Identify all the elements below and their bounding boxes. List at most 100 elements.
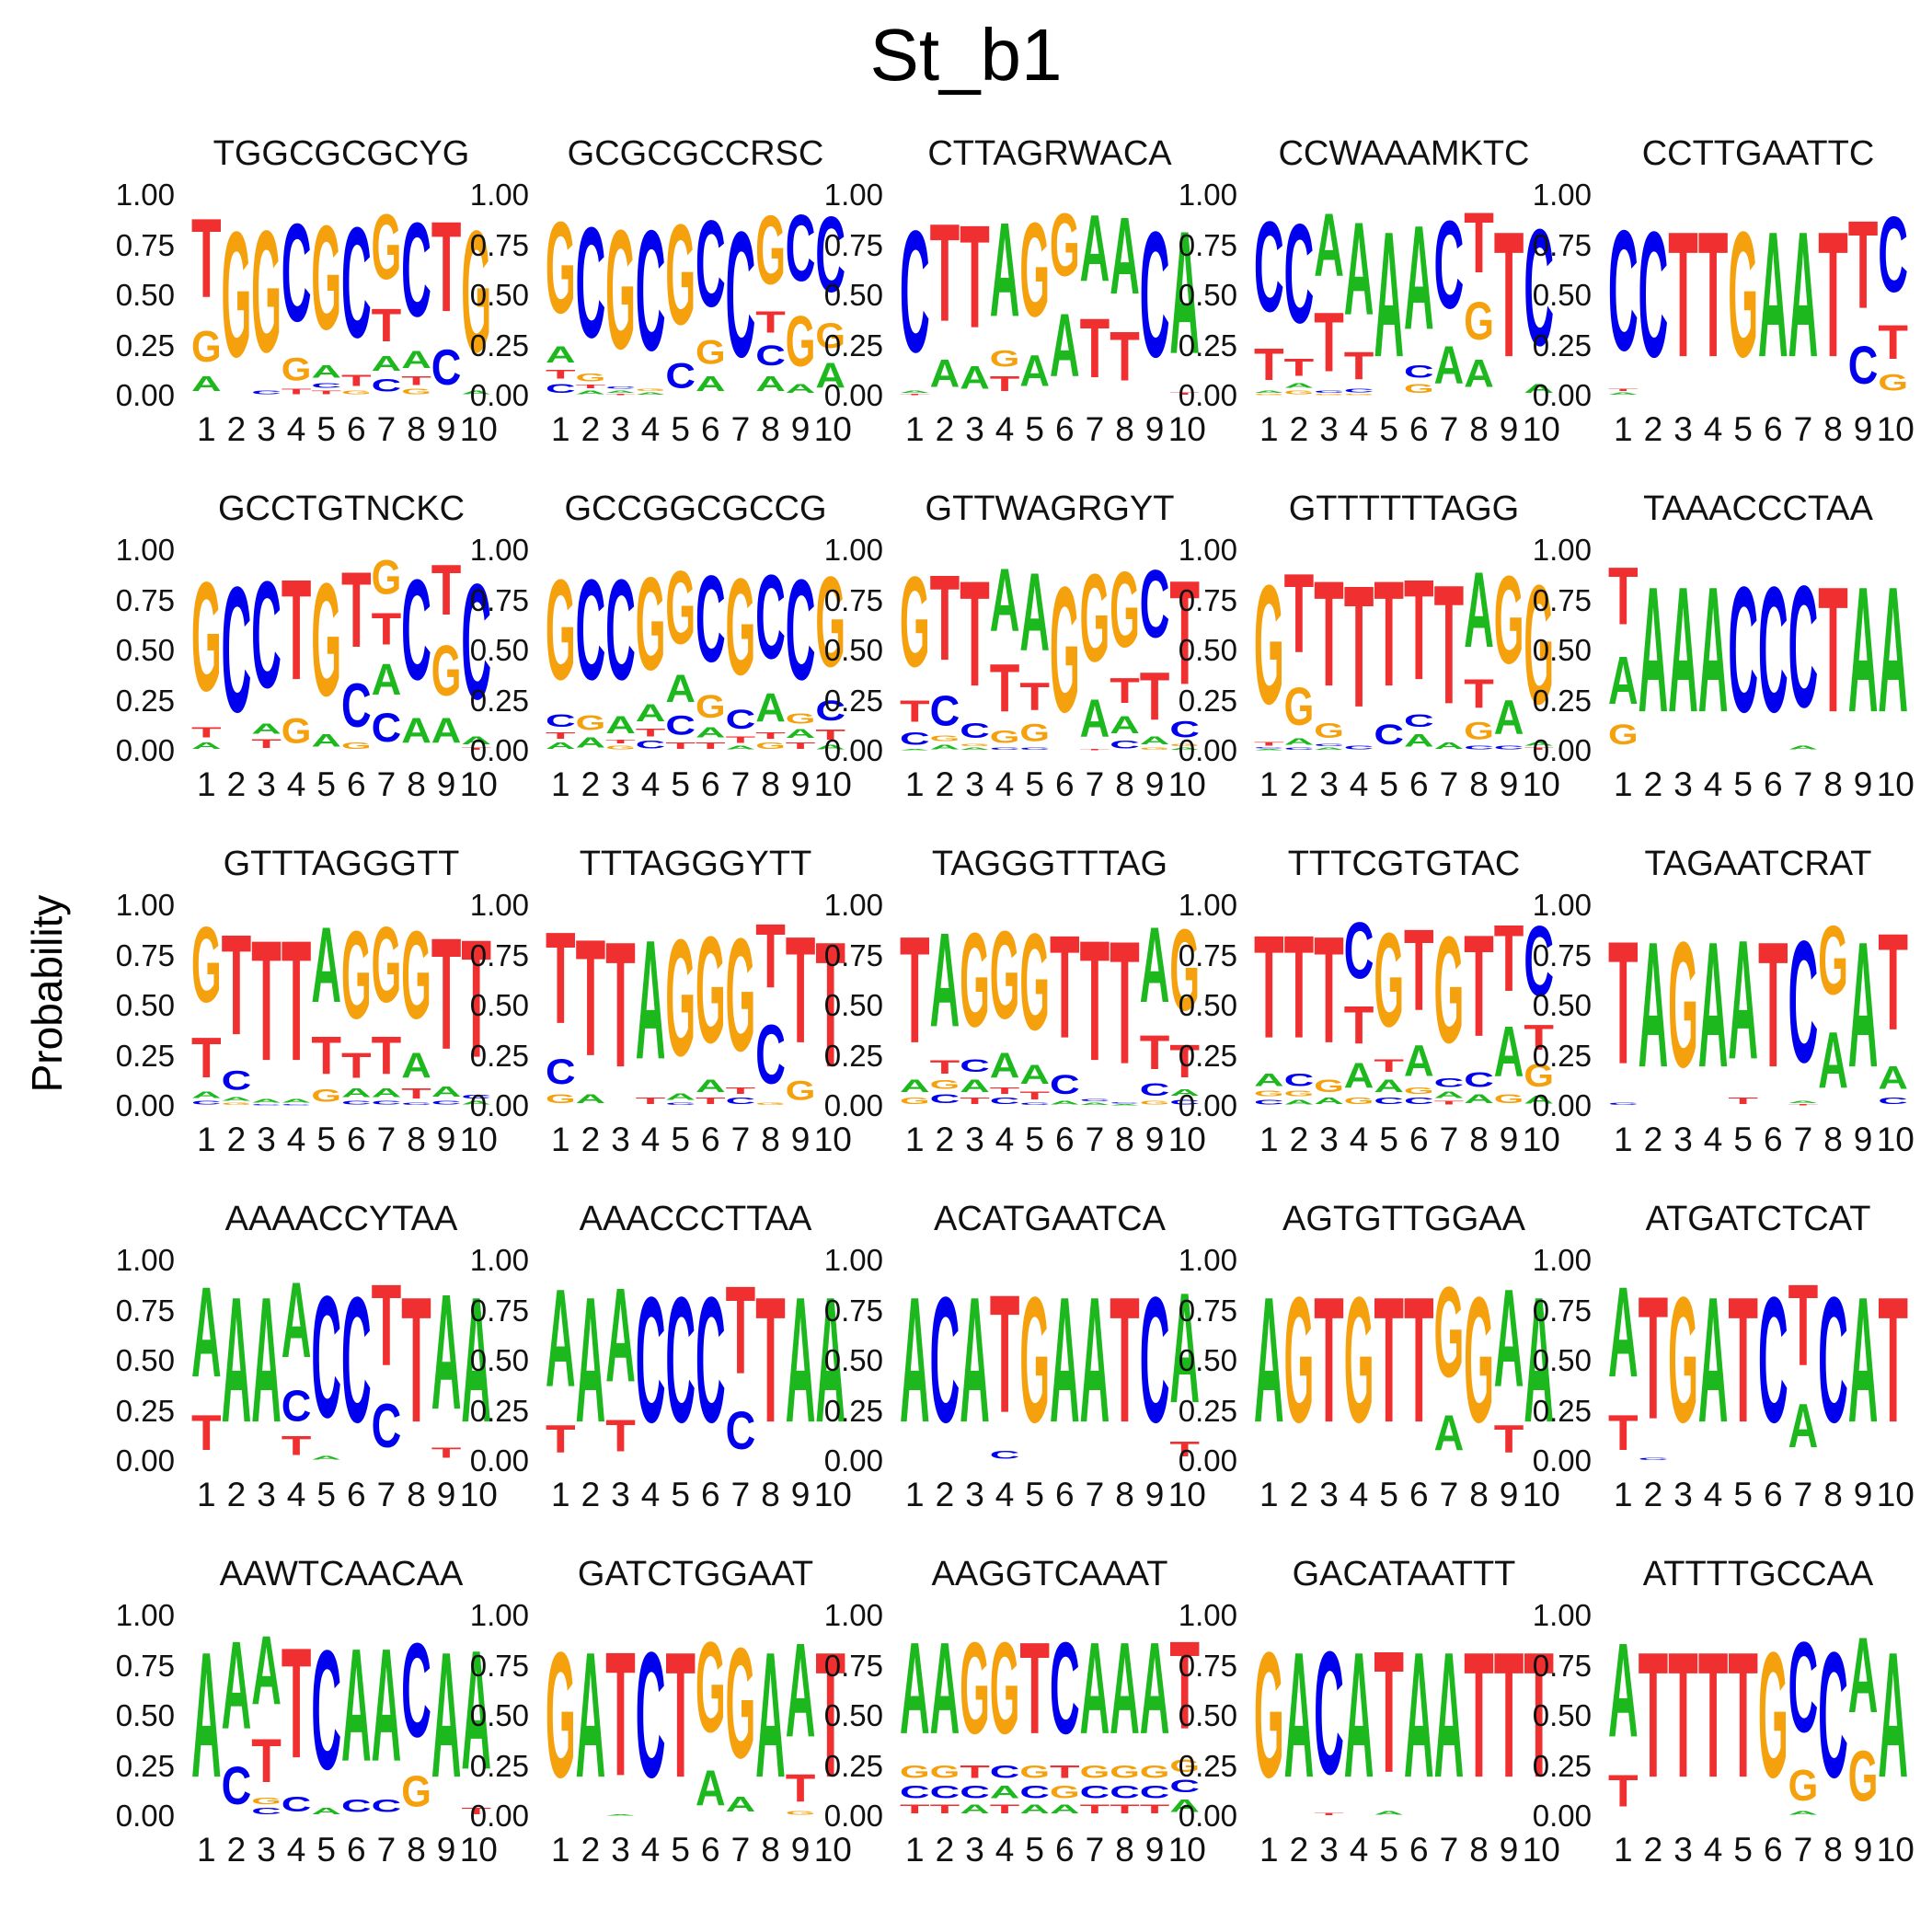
x-tick-label: 8	[1823, 1476, 1843, 1513]
letter-t: T	[755, 306, 786, 340]
letter-a: A	[1608, 1615, 1639, 1765]
letter-c: C	[900, 196, 930, 389]
x-tick-label: 2	[1289, 765, 1309, 803]
x-tick-label: 6	[701, 765, 720, 803]
x-tick-label: 2	[226, 1476, 247, 1513]
x-tick-label: 6	[1409, 765, 1429, 803]
letter-t: T	[1314, 294, 1344, 389]
letter-t: T	[726, 735, 756, 745]
letter-c: C	[696, 550, 726, 688]
letter-t: T	[990, 372, 1020, 396]
letter-a: A	[1788, 744, 1819, 751]
y-tick-label: 0.25	[823, 1393, 883, 1428]
letter-c: C	[1050, 1071, 1080, 1100]
letter-c: C	[1284, 1070, 1315, 1089]
y-tick-label: 1.00	[1532, 1598, 1592, 1632]
x-tick-label: 7	[1085, 1831, 1105, 1869]
letter-t: T	[546, 730, 576, 741]
x-tick-label: 9	[436, 1831, 456, 1869]
letter-g: G	[1019, 195, 1050, 345]
letter-g: G	[1140, 1762, 1170, 1782]
x-tick-label: 9	[1144, 1476, 1165, 1513]
x-tick-label: 6	[1409, 1121, 1429, 1158]
x-tick-label: 1	[1259, 1121, 1279, 1158]
letter-c: C	[636, 739, 666, 751]
letter-a: A	[1434, 1615, 1465, 1815]
letter-c: C	[401, 550, 431, 710]
y-tick-label: 0.50	[1178, 278, 1237, 312]
letter-g: G	[1668, 905, 1698, 1105]
y-tick-label: 0.50	[469, 988, 529, 1022]
letter-c: C	[1818, 1259, 1848, 1460]
y-tick-label: 0.50	[115, 1343, 175, 1377]
letter-a: A	[1169, 1087, 1200, 1098]
letter-a: A	[1639, 549, 1669, 750]
letter-c: C	[1254, 747, 1284, 749]
x-tick-label: 7	[376, 1121, 397, 1158]
letter-a: A	[1169, 747, 1200, 751]
letter-a: A	[401, 710, 431, 750]
x-tick-label: 5	[1733, 765, 1753, 803]
x-tick-label: 1	[1259, 1831, 1279, 1869]
letter-a: A	[755, 1615, 786, 1815]
x-tick-label: 8	[761, 1121, 780, 1158]
letter-c: C	[755, 1008, 786, 1101]
x-tick-label: 9	[1144, 1121, 1165, 1158]
x-tick-label: 2	[1289, 410, 1309, 448]
letter-t: T	[1019, 1090, 1050, 1102]
letter-a: A	[1374, 1810, 1404, 1816]
letter-c: C	[311, 382, 341, 390]
letter-t: T	[341, 372, 372, 389]
y-tick-label: 0.75	[1532, 1648, 1592, 1683]
letter-t: T	[930, 551, 960, 686]
x-tick-label: 7	[1793, 1121, 1813, 1158]
panel-title: GTTTTTTAGG	[1288, 489, 1520, 528]
x-tick-label: 2	[226, 1831, 247, 1869]
x-tick-label: 3	[1673, 1121, 1693, 1158]
x-tick-label: 9	[1499, 1831, 1519, 1869]
y-tick-label: 0.50	[1532, 278, 1592, 312]
letter-t: T	[605, 1410, 636, 1460]
y-tick-label: 0.25	[1532, 328, 1592, 362]
letter-c: C	[251, 389, 282, 396]
x-tick-label: 4	[995, 1121, 1015, 1158]
y-tick-label: 0.50	[1532, 1698, 1592, 1732]
letter-g: G	[1464, 291, 1494, 351]
letter-a: A	[191, 1615, 222, 1815]
x-tick-label: 3	[1673, 1831, 1693, 1869]
letter-g: G	[576, 372, 606, 384]
letter-c: C	[605, 550, 636, 710]
x-tick-label: 8	[1115, 1476, 1134, 1513]
letter-a: A	[1019, 551, 1050, 674]
letter-t: T	[461, 747, 491, 751]
x-tick-label: 1	[197, 1476, 216, 1513]
letter-a: A	[815, 742, 845, 751]
letter-a: A	[282, 1260, 312, 1381]
letter-a: A	[251, 1098, 282, 1104]
letter-c: C	[1608, 1102, 1639, 1106]
letter-t: T	[1639, 1616, 1669, 1816]
x-tick-label: 1	[1614, 1476, 1633, 1513]
letter-a: A	[1434, 741, 1465, 751]
letter-t: T	[1314, 1261, 1344, 1461]
letter-c: C	[1019, 747, 1050, 751]
letter-g: G	[726, 550, 756, 705]
letter-c: C	[1374, 1096, 1404, 1106]
y-tick-label: 0.25	[469, 1393, 529, 1428]
letter-a: A	[311, 905, 341, 1026]
x-tick-label: 6	[347, 1831, 366, 1869]
x-tick-label: 10	[459, 410, 498, 448]
letter-a: A	[341, 1087, 372, 1100]
letter-g: G	[900, 1096, 930, 1106]
letter-t: T	[900, 906, 930, 1075]
letter-g: G	[341, 390, 372, 396]
x-tick-label: 10	[1167, 765, 1206, 803]
letter-t: T	[282, 1615, 312, 1791]
sequence-logo: TA A A TCAAC C CT T TA A	[191, 1259, 491, 1462]
x-tick-label: 3	[1319, 765, 1339, 803]
y-tick-label: 0.50	[1178, 633, 1237, 667]
letter-a: A	[576, 1615, 606, 1815]
letter-t: T	[1404, 1261, 1434, 1461]
letter-c: C	[1524, 195, 1554, 381]
y-tick-label: 1.00	[469, 888, 529, 922]
